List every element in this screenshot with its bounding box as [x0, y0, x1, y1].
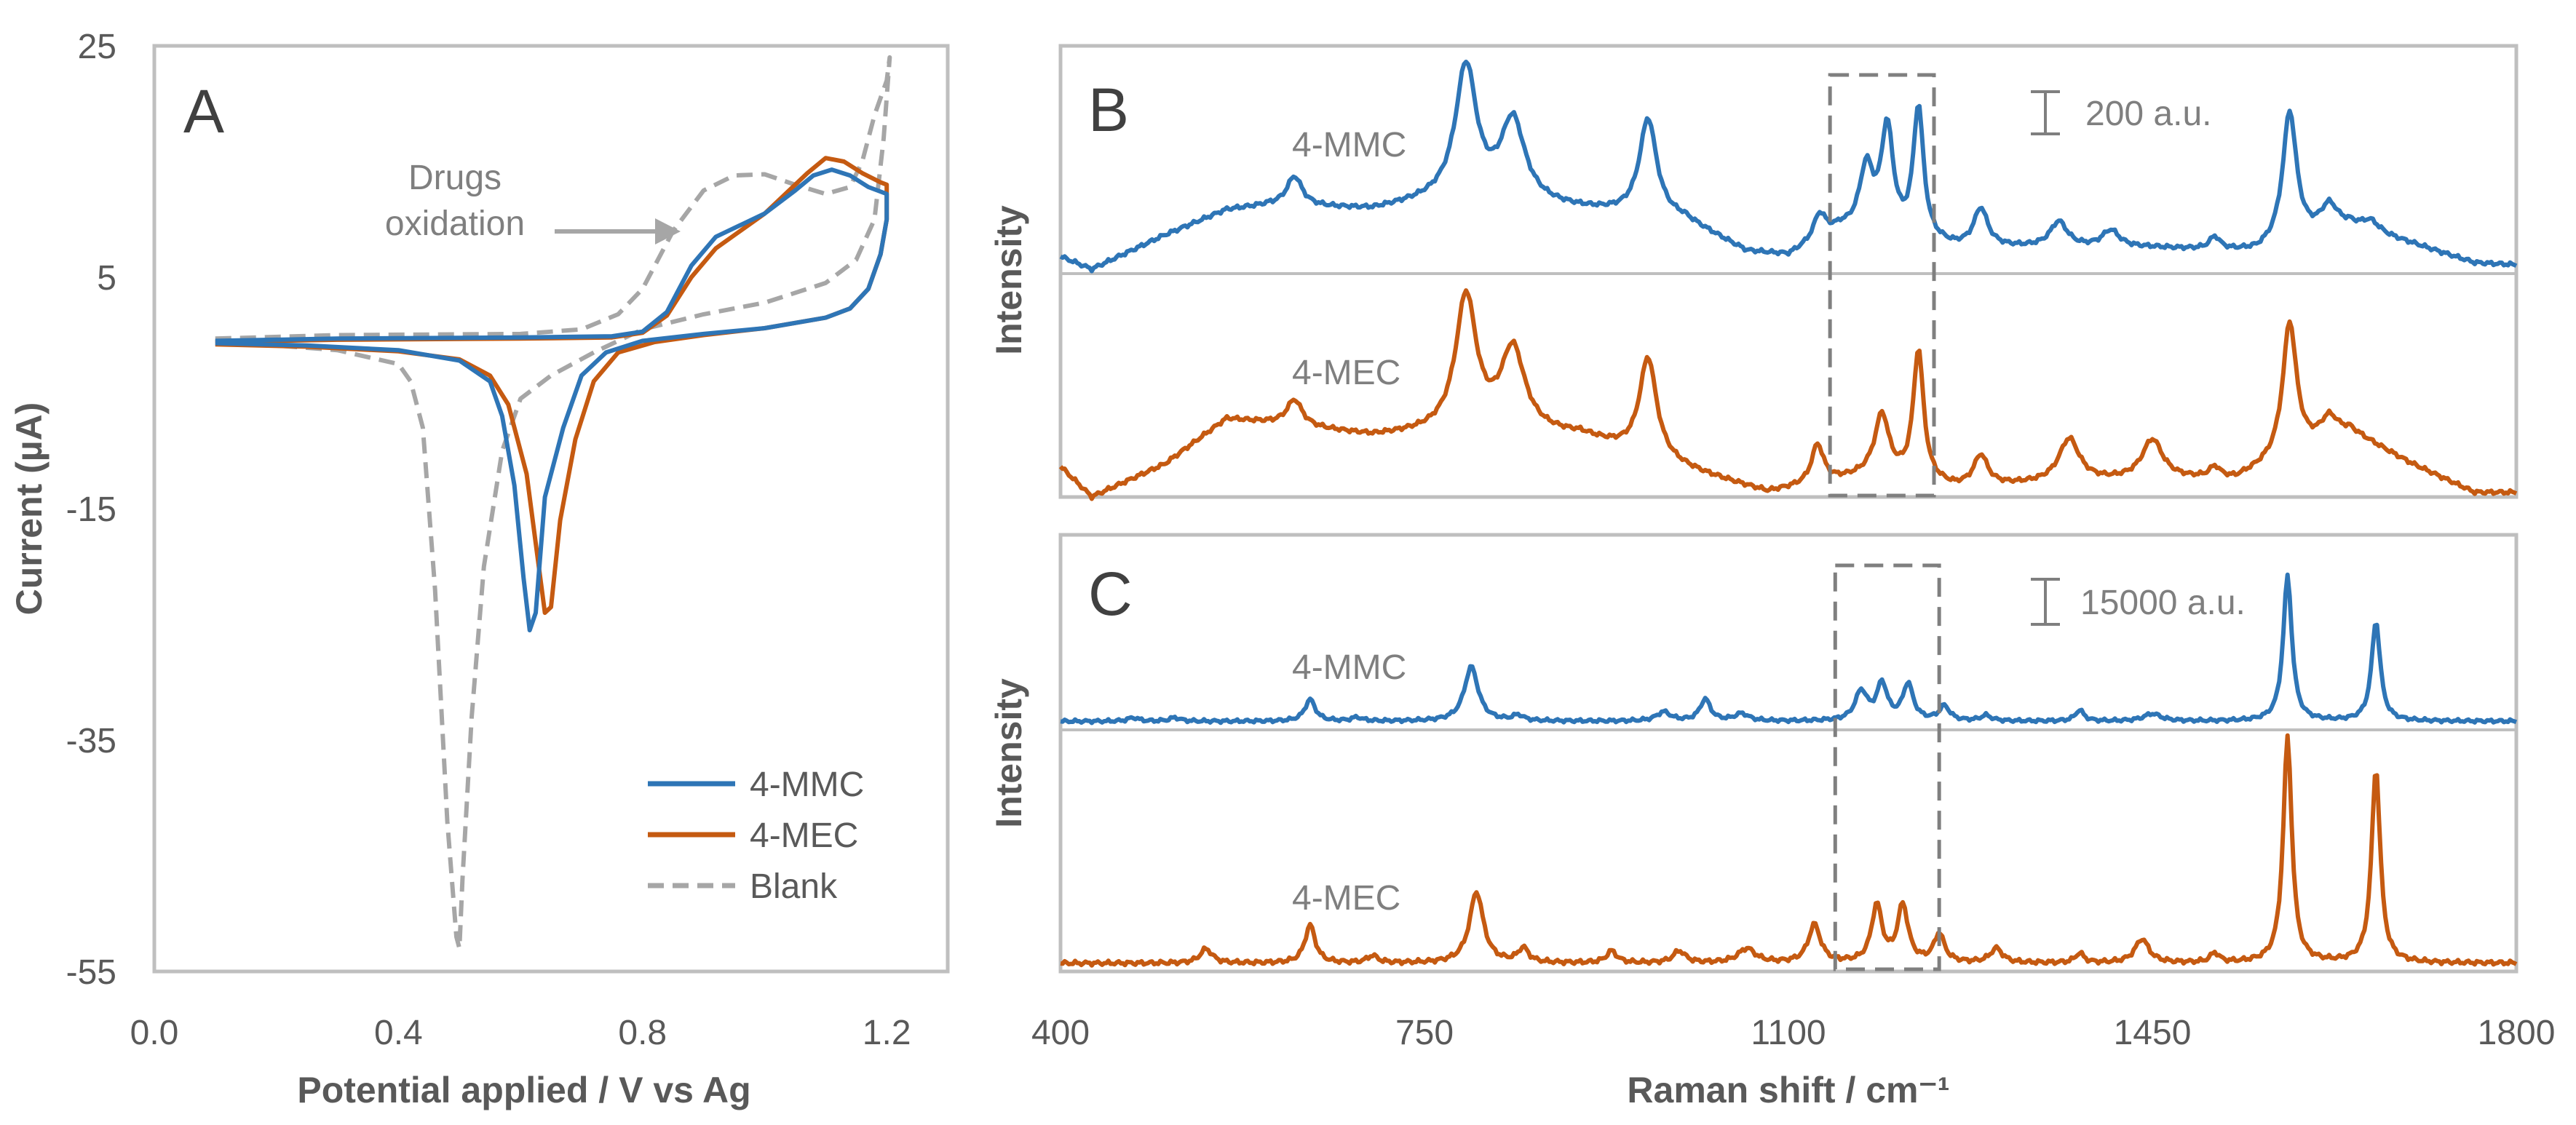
panel-c: C 15000 a.u. 4-MMC 4-MEC Intensity 400 75… — [988, 533, 2555, 1110]
scale-bar-c-label: 15000 a.u. — [2080, 584, 2246, 622]
a-y-tick-label: 25 — [78, 28, 116, 66]
annotation-arrow-head — [655, 218, 681, 245]
spectrum-b-4-mmc — [1059, 60, 2518, 274]
legend-label-blank: Blank — [750, 867, 838, 906]
panel-a-series — [215, 55, 892, 951]
panel-b-series — [1058, 60, 2518, 501]
panel-b: B 200 a.u. 4-MMC 4-MEC Intensity — [988, 44, 2518, 501]
annotation-line-2: oxidation — [385, 204, 525, 243]
panel-c-scale-bar: 15000 a.u. — [2031, 578, 2246, 626]
panel-c-x-ticks: 400 750 1100 1450 1800 — [1031, 1014, 2555, 1052]
panel-c-series — [1060, 572, 2518, 968]
legend-label-mec: 4-MEC — [750, 816, 858, 855]
panel-c-y-title: Intensity — [988, 678, 1029, 828]
spectrum-c-4-mmc — [1060, 572, 2518, 726]
legend: 4-MMC 4-MEC Blank — [648, 766, 864, 906]
panel-a-letter: A — [183, 77, 224, 146]
panel-c-highlight-box — [1833, 563, 1941, 971]
panel-b-label-mmc: 4-MMC — [1292, 126, 1406, 164]
a-x-tick-label: 0.0 — [130, 1014, 179, 1052]
annotation-line-1: Drugs — [408, 159, 502, 197]
panel-a: A Drugs oxidation 4-MMC 4-MEC Blank 25 5 -… — [9, 28, 950, 1110]
panel-b-scale-bar: 200 a.u. — [2031, 90, 2211, 135]
spectrum-c-4-mec — [1060, 733, 2518, 968]
c-x-tick-label: 750 — [1395, 1014, 1454, 1052]
panel-a-frame — [152, 44, 950, 974]
c-x-tick-label: 1450 — [2114, 1014, 2192, 1052]
panel-a-y-title: Current (µA) — [9, 402, 49, 616]
a-series-4-mec — [215, 156, 889, 616]
drugs-oxidation-annotation: Drugs oxidation — [385, 159, 681, 245]
a-x-tick-label: 0.8 — [618, 1014, 667, 1052]
panel-c-letter: C — [1088, 560, 1133, 628]
c-x-tick-label: 400 — [1031, 1014, 1090, 1052]
panel-b-frame — [1058, 44, 2518, 499]
panel-c-frame — [1058, 533, 2518, 974]
spectrum-b-4-mec — [1058, 288, 2518, 501]
a-y-tick-label: -35 — [66, 722, 116, 760]
panel-b-y-title: Intensity — [988, 205, 1029, 355]
a-x-tick-label: 0.4 — [374, 1014, 423, 1052]
a-y-tick-label: 5 — [97, 259, 116, 298]
panel-b-label-mec: 4-MEC — [1292, 354, 1400, 392]
a-x-tick-label: 1.2 — [863, 1014, 911, 1052]
scale-bar-b-label: 200 a.u. — [2085, 95, 2211, 133]
legend-label-mmc: 4-MMC — [750, 766, 864, 804]
a-series-4-mmc — [215, 167, 889, 632]
c-x-tick-label: 1100 — [1751, 1014, 1826, 1052]
c-x-tick-label: 1800 — [2478, 1014, 2556, 1052]
panel-a-y-ticks: 25 5 -15 -35 -55 — [66, 28, 116, 992]
panel-c-label-mmc: 4-MMC — [1292, 648, 1406, 687]
a-y-tick-label: -55 — [66, 953, 116, 992]
panel-a-x-title: Potential applied / V vs Ag — [297, 1070, 750, 1110]
panel-c-label-mec: 4-MEC — [1292, 879, 1400, 918]
panel-c-x-title: Raman shift / cm⁻¹ — [1627, 1070, 1949, 1110]
panel-b-letter: B — [1088, 76, 1129, 144]
a-y-tick-label: -15 — [66, 490, 116, 529]
a-series-blank — [215, 55, 892, 951]
panel-a-x-ticks: 0.0 0.4 0.8 1.2 — [130, 1014, 911, 1052]
